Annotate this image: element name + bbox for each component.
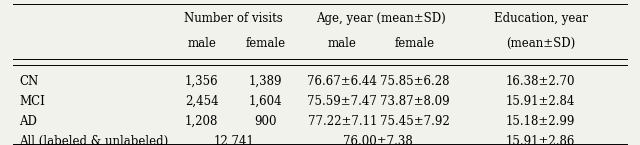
Text: Number of visits: Number of visits — [184, 12, 283, 25]
Text: CN: CN — [19, 75, 38, 88]
Text: 1,389: 1,389 — [249, 75, 282, 88]
Text: 2,454: 2,454 — [185, 95, 218, 108]
Text: female: female — [246, 37, 285, 50]
Text: 73.87±8.09: 73.87±8.09 — [380, 95, 449, 108]
Text: 15.91±2.84: 15.91±2.84 — [506, 95, 575, 108]
Text: 900: 900 — [254, 115, 277, 128]
Text: 12,741: 12,741 — [213, 135, 254, 145]
Text: 75.45±7.92: 75.45±7.92 — [380, 115, 449, 128]
Text: 1,604: 1,604 — [249, 95, 282, 108]
Text: 77.22±7.11: 77.22±7.11 — [308, 115, 377, 128]
Text: 75.85±6.28: 75.85±6.28 — [380, 75, 449, 88]
Text: female: female — [395, 37, 435, 50]
Text: 76.67±6.44: 76.67±6.44 — [307, 75, 378, 88]
Text: 15.18±2.99: 15.18±2.99 — [506, 115, 575, 128]
Text: Age, year (mean±SD): Age, year (mean±SD) — [316, 12, 445, 25]
Text: All (labeled & unlabeled): All (labeled & unlabeled) — [19, 135, 168, 145]
Text: MCI: MCI — [19, 95, 45, 108]
Text: Education, year: Education, year — [494, 12, 588, 25]
Text: AD: AD — [19, 115, 37, 128]
Text: 1,208: 1,208 — [185, 115, 218, 128]
Text: 16.38±2.70: 16.38±2.70 — [506, 75, 575, 88]
Text: 1,356: 1,356 — [185, 75, 218, 88]
Text: 15.91±2.86: 15.91±2.86 — [506, 135, 575, 145]
Text: male: male — [187, 37, 216, 50]
Text: (mean±SD): (mean±SD) — [506, 37, 575, 50]
Text: 75.59±7.47: 75.59±7.47 — [307, 95, 378, 108]
Text: male: male — [328, 37, 357, 50]
Text: 76.00±7.38: 76.00±7.38 — [344, 135, 413, 145]
